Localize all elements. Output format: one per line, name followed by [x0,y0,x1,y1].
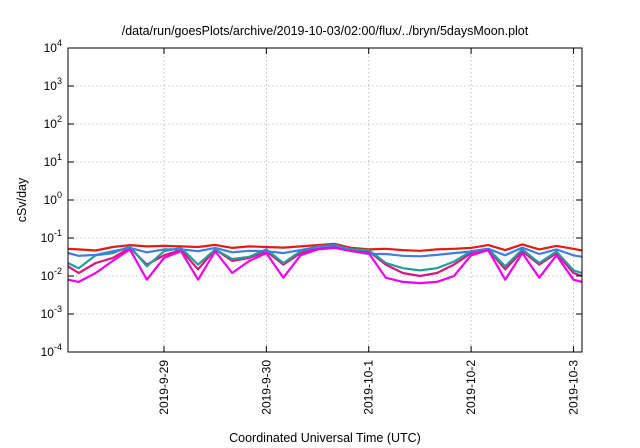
y-tick-label: 100 [44,190,62,207]
x-tick-label: 2019-9-30 [259,360,273,415]
y-tick-label: 10-1 [41,228,62,245]
series-line-1 [67,242,583,252]
y-tick-label: 103 [44,76,62,93]
x-tick-label: 2019-10-1 [362,360,376,415]
x-tick-label: 2019-9-29 [157,360,171,415]
series-layer [67,242,583,285]
series-line-5 [67,246,583,285]
series-line-4 [67,244,583,258]
y-tick-label: 10-4 [41,342,62,359]
x-tick-label: 2019-10-3 [566,360,580,415]
grid [68,48,582,352]
ticks: 10-4 10-3 10-2 10-1 100 101 102 103 104 2019-9-29… [41,38,582,415]
chart-title: /data/run/goesPlots/archive/2019-10-03/0… [122,24,529,38]
y-tick-label: 10-3 [41,304,62,321]
x-tick-label: 2019-10-2 [464,360,478,415]
y-tick-label: 10-2 [41,266,62,283]
x-axis-label: Coordinated Universal Time (UTC) [229,431,421,445]
y-tick-label: 101 [44,152,62,169]
y-tick-label: 104 [44,38,62,55]
y-tick-label: 102 [44,114,62,131]
y-axis-label: cSv/day [15,177,29,222]
